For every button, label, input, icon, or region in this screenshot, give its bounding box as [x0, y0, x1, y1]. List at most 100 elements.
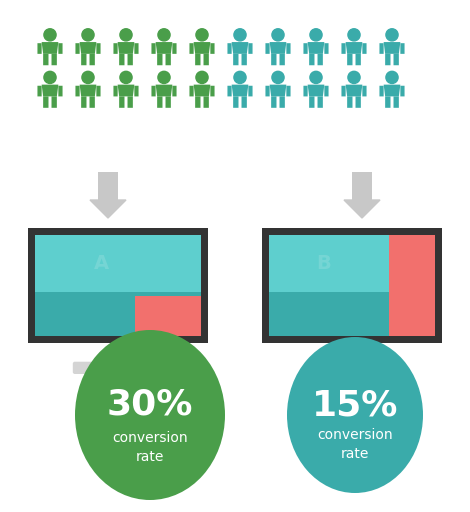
FancyBboxPatch shape: [280, 96, 285, 108]
FancyBboxPatch shape: [172, 43, 177, 54]
Circle shape: [82, 29, 94, 41]
Circle shape: [310, 71, 322, 83]
Polygon shape: [194, 42, 211, 54]
FancyBboxPatch shape: [280, 54, 285, 65]
FancyBboxPatch shape: [309, 96, 314, 108]
FancyBboxPatch shape: [38, 86, 42, 96]
FancyBboxPatch shape: [76, 86, 79, 96]
Circle shape: [272, 71, 284, 83]
Text: A: A: [94, 254, 109, 273]
Circle shape: [348, 29, 360, 41]
FancyBboxPatch shape: [211, 86, 214, 96]
Polygon shape: [331, 295, 389, 336]
Circle shape: [158, 71, 170, 83]
FancyBboxPatch shape: [76, 43, 79, 54]
Text: 15%: 15%: [312, 389, 398, 422]
FancyBboxPatch shape: [96, 86, 101, 96]
FancyBboxPatch shape: [189, 86, 194, 96]
FancyBboxPatch shape: [271, 54, 276, 65]
Polygon shape: [345, 84, 362, 96]
FancyBboxPatch shape: [341, 43, 345, 54]
Polygon shape: [134, 295, 201, 336]
FancyBboxPatch shape: [400, 43, 405, 54]
Circle shape: [44, 71, 56, 83]
Circle shape: [196, 71, 208, 83]
FancyBboxPatch shape: [233, 54, 238, 65]
Circle shape: [234, 71, 246, 83]
FancyBboxPatch shape: [113, 86, 118, 96]
Ellipse shape: [75, 330, 225, 500]
FancyBboxPatch shape: [248, 86, 252, 96]
FancyBboxPatch shape: [73, 361, 163, 374]
Polygon shape: [232, 42, 248, 54]
FancyBboxPatch shape: [307, 361, 397, 374]
FancyBboxPatch shape: [96, 43, 101, 54]
FancyBboxPatch shape: [134, 86, 139, 96]
Polygon shape: [90, 200, 126, 218]
Polygon shape: [270, 42, 286, 54]
FancyBboxPatch shape: [113, 43, 118, 54]
Polygon shape: [345, 42, 362, 54]
Polygon shape: [232, 84, 248, 96]
FancyBboxPatch shape: [43, 54, 48, 65]
Polygon shape: [42, 84, 58, 96]
Circle shape: [234, 29, 246, 41]
FancyBboxPatch shape: [98, 172, 118, 200]
FancyBboxPatch shape: [38, 43, 42, 54]
FancyBboxPatch shape: [304, 86, 308, 96]
Circle shape: [120, 29, 132, 41]
FancyBboxPatch shape: [43, 96, 48, 108]
FancyBboxPatch shape: [58, 86, 63, 96]
Polygon shape: [118, 42, 134, 54]
FancyBboxPatch shape: [318, 96, 323, 108]
FancyBboxPatch shape: [172, 86, 177, 96]
Polygon shape: [384, 84, 400, 96]
FancyBboxPatch shape: [151, 86, 156, 96]
Polygon shape: [389, 235, 435, 336]
FancyBboxPatch shape: [355, 96, 361, 108]
FancyBboxPatch shape: [204, 96, 209, 108]
FancyBboxPatch shape: [195, 96, 201, 108]
FancyBboxPatch shape: [393, 96, 399, 108]
Polygon shape: [28, 228, 208, 343]
FancyBboxPatch shape: [324, 86, 329, 96]
Circle shape: [386, 71, 398, 83]
FancyBboxPatch shape: [341, 86, 345, 96]
FancyBboxPatch shape: [195, 54, 201, 65]
FancyBboxPatch shape: [204, 54, 209, 65]
FancyBboxPatch shape: [151, 43, 156, 54]
FancyBboxPatch shape: [379, 43, 384, 54]
Polygon shape: [308, 42, 324, 54]
FancyBboxPatch shape: [211, 43, 214, 54]
Circle shape: [120, 71, 132, 83]
FancyBboxPatch shape: [81, 54, 86, 65]
FancyBboxPatch shape: [89, 54, 95, 65]
Polygon shape: [384, 42, 400, 54]
FancyBboxPatch shape: [362, 86, 367, 96]
Circle shape: [82, 71, 94, 83]
FancyBboxPatch shape: [189, 43, 194, 54]
Circle shape: [158, 29, 170, 41]
Circle shape: [348, 71, 360, 83]
FancyBboxPatch shape: [227, 86, 232, 96]
FancyBboxPatch shape: [362, 43, 367, 54]
FancyBboxPatch shape: [393, 54, 399, 65]
FancyBboxPatch shape: [127, 96, 133, 108]
FancyBboxPatch shape: [157, 96, 163, 108]
FancyBboxPatch shape: [266, 86, 270, 96]
Polygon shape: [79, 84, 96, 96]
FancyBboxPatch shape: [347, 54, 352, 65]
FancyBboxPatch shape: [248, 43, 252, 54]
Polygon shape: [308, 84, 324, 96]
FancyBboxPatch shape: [58, 43, 63, 54]
Polygon shape: [269, 235, 389, 291]
Polygon shape: [344, 343, 360, 364]
FancyBboxPatch shape: [242, 54, 247, 65]
Polygon shape: [344, 200, 380, 218]
Polygon shape: [79, 42, 96, 54]
Polygon shape: [156, 84, 172, 96]
FancyBboxPatch shape: [127, 54, 133, 65]
FancyBboxPatch shape: [309, 54, 314, 65]
Polygon shape: [269, 235, 435, 336]
FancyBboxPatch shape: [89, 96, 95, 108]
